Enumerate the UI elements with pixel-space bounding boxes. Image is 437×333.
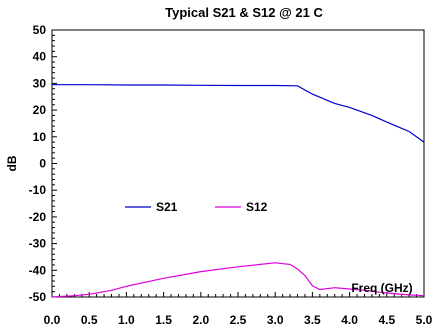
y-tick-label: -10 (29, 183, 47, 197)
y-tick-label: -50 (29, 290, 47, 304)
x-axis-label: Freq (GHz) (351, 281, 412, 295)
y-tick-label: 10 (33, 130, 47, 144)
y-tick-label: -30 (29, 237, 47, 251)
series-layer (51, 84, 425, 298)
x-tick-label: 0.5 (81, 313, 98, 327)
x-tick-label: 3.0 (267, 313, 284, 327)
series-s12-line (51, 262, 425, 298)
y-tick-label: 40 (33, 50, 47, 64)
x-tick-label: 1.0 (118, 313, 135, 327)
y-tick-label: -20 (29, 210, 47, 224)
x-tick-label: 1.5 (155, 313, 172, 327)
y-axis: 50 40 30 20 10 0 -10 -20 -30 -40 -50 (29, 23, 57, 304)
series-s21-line (52, 84, 425, 143)
x-tick-label: 4.0 (341, 313, 358, 327)
y-tick-label: -40 (29, 263, 47, 277)
y-tick-label: 0 (39, 157, 46, 171)
chart-title: Typical S21 & S12 @ 21 C (165, 5, 323, 20)
x-tick-label: 5.0 (416, 313, 433, 327)
x-tick-label: 0.0 (44, 313, 61, 327)
x-tick-label: 2.0 (192, 313, 209, 327)
x-tick-label: 4.5 (378, 313, 395, 327)
y-tick-label: 30 (33, 76, 47, 90)
y-tick-label: 50 (33, 23, 47, 37)
y-tick-label: 20 (33, 103, 47, 117)
plot-frame (51, 29, 425, 298)
y-axis-label: dB (5, 155, 19, 171)
legend: S21 S12 (125, 200, 268, 214)
legend-label-s21: S21 (156, 200, 178, 214)
x-tick-label: 3.5 (304, 313, 321, 327)
legend-label-s12: S12 (246, 200, 268, 214)
x-tick-label: 2.5 (230, 313, 247, 327)
plot-area-border (51, 29, 425, 298)
